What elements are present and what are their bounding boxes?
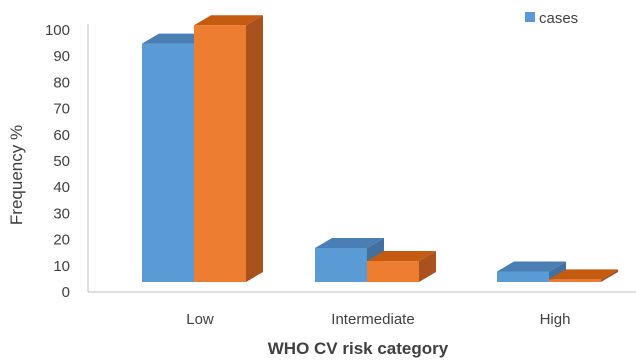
y-tick-label: 50 [53,153,70,170]
y-tick-label: 60 [53,127,70,144]
y-tick-label: 70 [53,101,70,118]
y-tick-label: 80 [53,74,70,91]
legend-label-cases: cases [539,10,578,27]
y-tick-label: 90 [53,48,70,65]
x-tick-label: Low [186,311,214,328]
y-tick-label: 40 [53,179,70,196]
bar-top-face [549,269,618,280]
x-axis-label: WHO CV risk category [268,339,449,358]
y-tick-label: 10 [53,258,70,275]
y-axis-ticks: 0 10 20 30 40 50 60 70 80 90 100 [45,22,70,301]
y-tick-label: 0 [62,284,70,301]
legend: cases [525,10,578,27]
y-axis-label: Frequency % [7,125,26,225]
bar-front-face [367,261,419,282]
y-tick-label: 30 [53,205,70,222]
bar-top-face [497,261,566,272]
bar-front-face [142,43,194,282]
bar-side-face [246,15,263,283]
bar-side-face [601,269,618,282]
y-tick-label: 100 [45,22,70,39]
bar [194,15,263,283]
bar [367,251,436,282]
x-tick-label: High [540,311,571,328]
y-tick-label: 20 [53,232,70,249]
x-axis-category-labels: Low Intermediate High [186,311,570,328]
bar-top-face [367,251,436,262]
bar-top-face [315,237,384,248]
legend-swatch-cases [525,12,535,22]
bar-top-face [142,33,211,44]
bar-front-face [549,279,601,282]
bar-top-face [194,15,263,26]
bar-front-face [194,25,246,283]
bar-front-face [315,247,367,282]
x-tick-label: Intermediate [331,311,414,328]
bar-side-face [419,251,436,282]
bars [142,15,618,283]
bar [549,269,618,282]
bar-front-face [497,271,549,282]
